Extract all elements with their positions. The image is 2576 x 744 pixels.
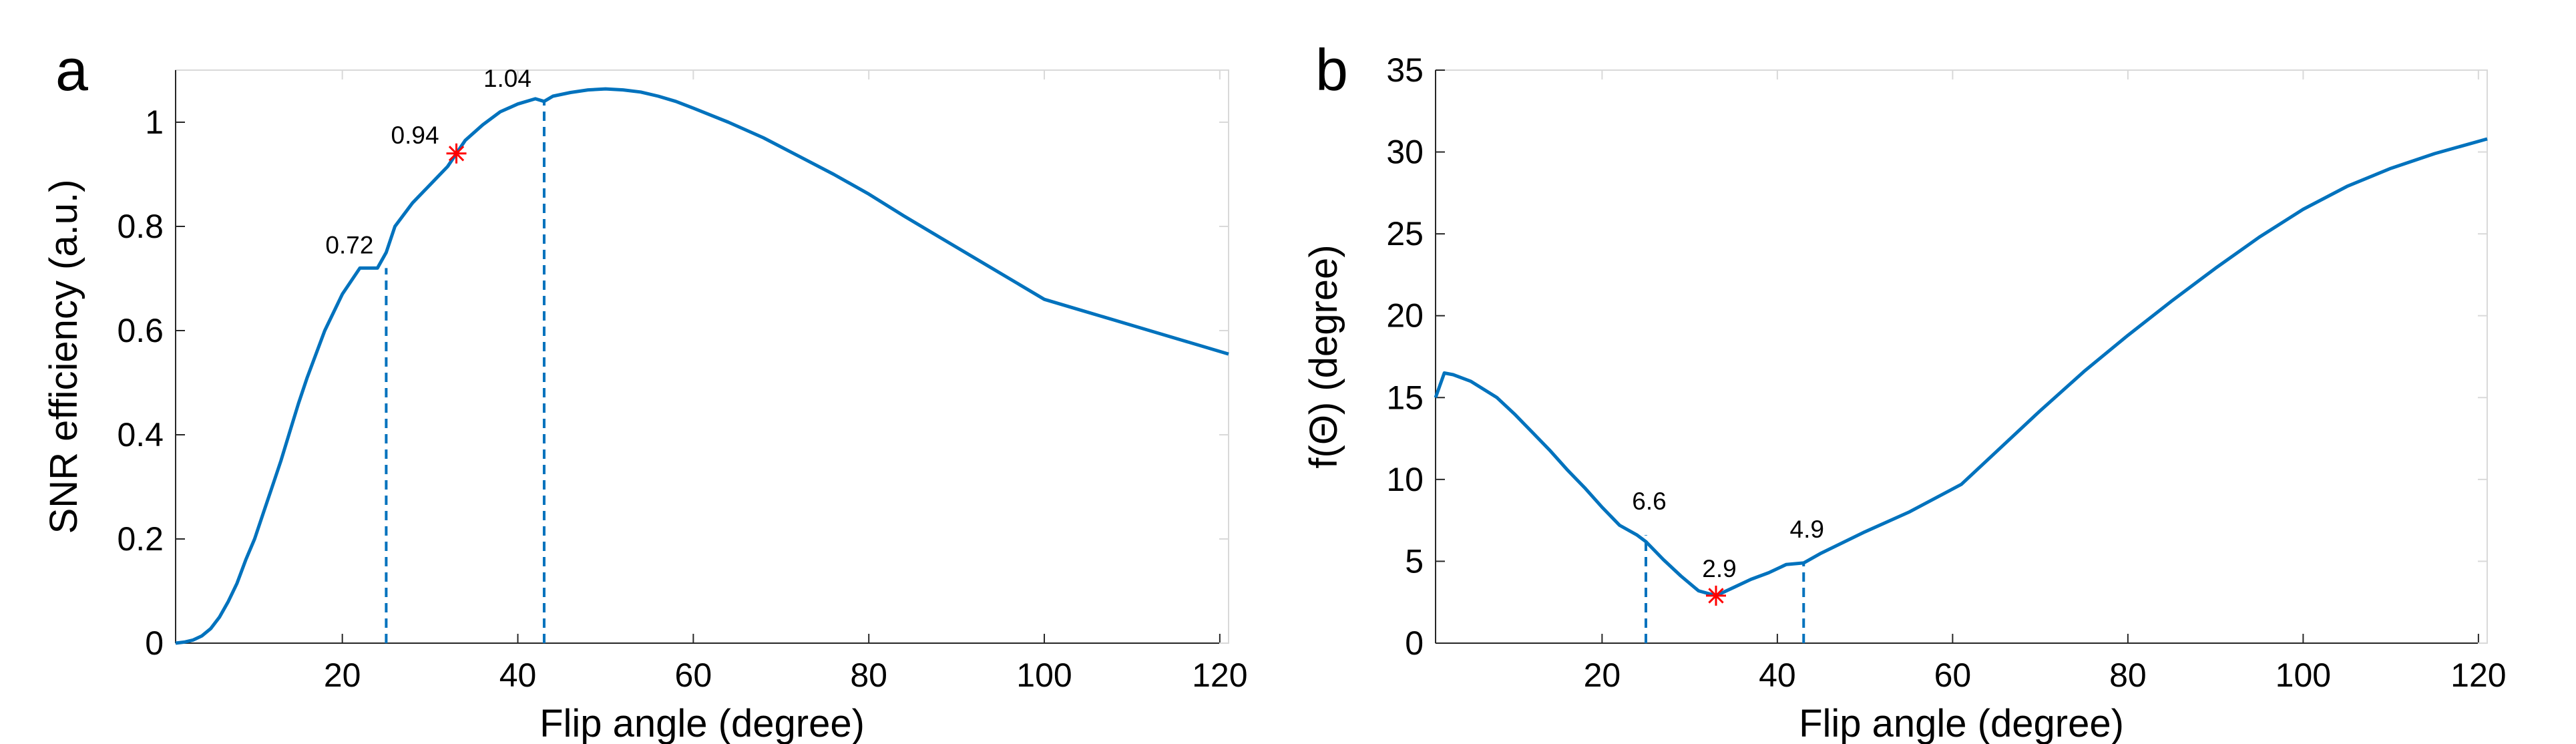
annotation-label: 6.6 bbox=[1632, 488, 1666, 515]
x-axis-label: Flip angle (degree) bbox=[540, 702, 865, 744]
x-tick-label: 60 bbox=[675, 657, 712, 694]
x-tick-label: 80 bbox=[850, 657, 887, 694]
annotation-label: 2.9 bbox=[1702, 555, 1736, 582]
optimum-marker bbox=[446, 143, 467, 164]
y-tick-label: 0.2 bbox=[117, 520, 164, 558]
axes-box bbox=[175, 69, 1229, 644]
y-tick-label: 10 bbox=[1386, 461, 1424, 498]
y-axis-label: f(Θ) (degree) bbox=[1302, 244, 1345, 468]
x-tick-label: 20 bbox=[1584, 657, 1621, 694]
y-tick-label: 25 bbox=[1386, 215, 1424, 252]
annotation-label: 0.94 bbox=[391, 122, 439, 149]
annotation-label: 0.72 bbox=[325, 231, 373, 258]
annotation-label: 1.04 bbox=[483, 65, 531, 92]
x-tick-label: 80 bbox=[2109, 657, 2147, 694]
x-tick-label: 120 bbox=[1192, 657, 1247, 694]
panel-letter: a bbox=[55, 37, 88, 103]
y-tick-label: 30 bbox=[1386, 134, 1424, 171]
y-tick-label: 20 bbox=[1386, 297, 1424, 335]
x-tick-label: 40 bbox=[499, 657, 537, 694]
y-tick-label: 0.8 bbox=[117, 208, 164, 245]
x-tick-label: 40 bbox=[1759, 657, 1796, 694]
x-axis-label: Flip angle (degree) bbox=[1799, 702, 2124, 744]
y-tick-label: 0 bbox=[145, 624, 164, 662]
y-tick-label: 0 bbox=[1405, 624, 1424, 662]
y-tick-label: 1 bbox=[145, 104, 164, 141]
y-axis-label: SNR efficiency (a.u.) bbox=[42, 180, 85, 534]
y-tick-label: 35 bbox=[1386, 51, 1424, 89]
axes-box bbox=[1435, 69, 2488, 644]
x-tick-label: 100 bbox=[2276, 657, 2331, 694]
series-line bbox=[175, 87, 1229, 645]
series-line bbox=[1434, 137, 2488, 598]
y-tick-label: 5 bbox=[1405, 542, 1424, 580]
x-tick-label: 120 bbox=[2450, 657, 2506, 694]
optimum-marker bbox=[1706, 585, 1726, 606]
annotation-label: 4.9 bbox=[1790, 516, 1824, 543]
panel-b: b Flip angle (degree) f(Θ) (degree) 20 40… bbox=[1302, 37, 2507, 744]
y-tick-label: 15 bbox=[1386, 379, 1424, 416]
x-tick-label: 20 bbox=[324, 657, 361, 694]
y-tick-label: 0.6 bbox=[117, 312, 164, 349]
x-tick-label: 100 bbox=[1016, 657, 1072, 694]
panel-a: a Flip angle (degree) SNR efficiency (a.… bbox=[42, 37, 1248, 744]
y-tick-label: 0.4 bbox=[117, 416, 164, 453]
x-tick-label: 60 bbox=[1934, 657, 1972, 694]
panel-letter: b bbox=[1315, 37, 1348, 103]
